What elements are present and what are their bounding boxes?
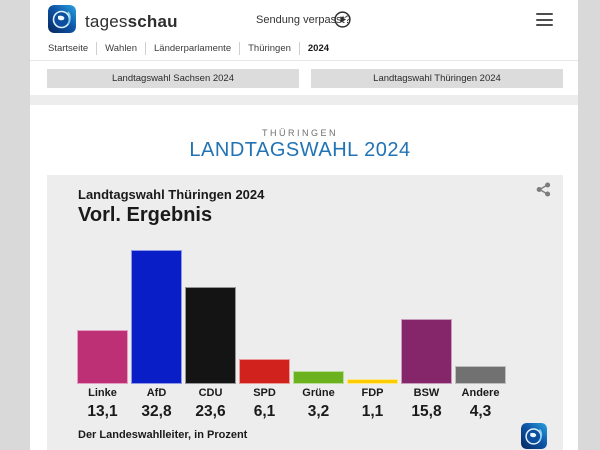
breadcrumb-thueringen[interactable]: Thüringen [248,43,291,54]
breadcrumb-divider [239,42,241,55]
bar-column-fdp: FDP 1,1 [347,239,398,422]
bar-label: CDU [198,387,223,399]
bar-column-bsw: BSW 15,8 [401,239,452,422]
page-title: LANDTAGSWAHL 2024 [189,139,411,161]
bar-grüne [293,371,344,384]
play-icon[interactable] [334,11,351,28]
bar-bsw [401,319,452,384]
share-icon[interactable] [536,182,551,197]
bar-label: AfD [146,387,167,399]
bar-column-spd: SPD 6,1 [239,239,290,422]
bar-value: 23,6 [195,403,226,420]
bar-label: FDP [361,387,384,399]
bar-spd [239,359,290,384]
bar-column-afd: AfD 32,8 [131,239,182,422]
bar-chart: Linke 13,1 AfD 32,8 CDU 23,6 SPD 6,1 Grüne 3,2 FDP… [77,239,506,422]
bar-column-grüne: Grüne 3,2 [293,239,344,422]
bar-fdp [347,379,398,384]
tab-landtagswahl-thueringen[interactable]: Landtagswahl Thüringen 2024 [311,69,563,88]
bar-cdu [185,287,236,384]
page-kicker: THÜRINGEN [262,128,338,138]
bar-column-andere: Andere 4,3 [455,239,506,422]
tagesschau-watermark-icon [521,423,547,449]
bar-value: 3,2 [307,403,330,420]
breadcrumb-startseite[interactable]: Startseite [48,43,89,54]
bar-value: 1,1 [361,403,384,420]
bar-label: Grüne [302,387,335,399]
brand-wordmark[interactable]: tagesschau [85,12,178,32]
chart-source: Der Landeswahlleiter, in Prozent [78,429,248,441]
tagesschau-logo-icon[interactable] [48,5,76,33]
bar-value: 6,1 [253,403,276,420]
bar-linke [77,330,128,384]
breadcrumb-divider [145,42,146,55]
menu-icon[interactable] [536,13,553,26]
bar-value: 13,1 [87,403,118,420]
bar-column-cdu: CDU 23,6 [185,239,236,422]
bar-afd [131,250,182,384]
chart-subtitle: Landtagswahl Thüringen 2024 [78,187,265,202]
bar-column-linke: Linke 13,1 [77,239,128,422]
bar-value: 4,3 [469,403,492,420]
brand-bold: schau [127,12,178,31]
bar-value: 15,8 [411,403,442,420]
breadcrumb-divider [96,42,98,55]
tab-landtagswahl-sachsen[interactable]: Landtagswahl Sachsen 2024 [47,69,299,88]
bar-value: 32,8 [141,403,172,420]
bar-label: BSW [413,387,440,399]
sendung-verpasst-link[interactable]: Sendung verpasst? [256,14,351,26]
header-divider [30,60,578,61]
breadcrumb-wahlen[interactable]: Wahlen [105,43,137,54]
section-gap [30,95,578,105]
brand-regular: tages [85,12,128,31]
bar-andere [455,366,506,384]
result-chart-card: Landtagswahl Thüringen 2024 Vorl. Ergebn… [47,175,563,450]
breadcrumb-divider [298,42,300,55]
bar-label: SPD [253,387,276,399]
bar-label: Andere [461,387,500,399]
chart-title: Vorl. Ergebnis [78,204,213,226]
breadcrumb-2024[interactable]: 2024 [307,43,330,54]
bar-label: Linke [88,387,117,399]
breadcrumb: Startseite Wahlen Länderparlamente Thüri… [48,42,337,55]
breadcrumb-laenderparlamente[interactable]: Länderparlamente [154,43,232,54]
